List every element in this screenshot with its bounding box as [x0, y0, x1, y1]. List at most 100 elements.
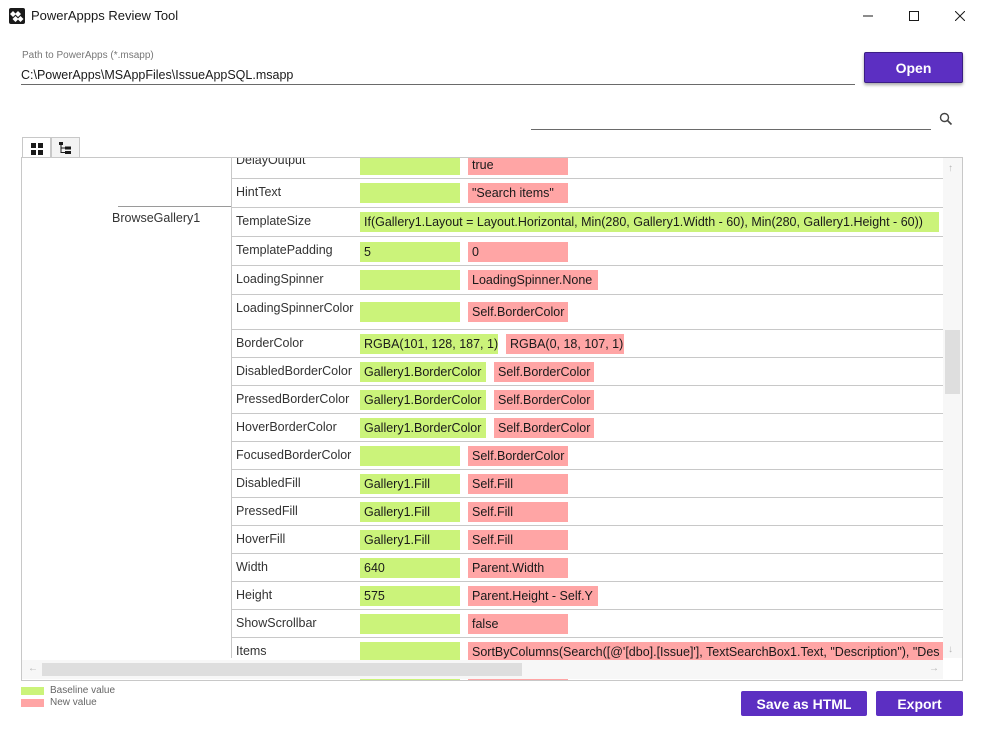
new-value: Parent.Height - Self.Y: [468, 586, 598, 606]
property-name: TemplateSize: [236, 214, 312, 228]
close-button[interactable]: [937, 0, 983, 31]
property-name: HoverBorderColor: [236, 420, 337, 434]
property-name: BorderColor: [236, 336, 304, 350]
baseline-value: 575: [360, 586, 460, 606]
minimize-button[interactable]: [845, 0, 891, 31]
save-as-html-button[interactable]: Save as HTML: [741, 691, 867, 716]
table-row: DisabledFill Gallery1.Fill Self.Fill: [232, 470, 943, 498]
maximize-button[interactable]: [891, 0, 937, 31]
baseline-swatch: [21, 686, 44, 695]
baseline-value: [360, 446, 460, 466]
table-row: HoverBorderColor Gallery1.BorderColor Se…: [232, 414, 943, 442]
search-input[interactable]: [531, 108, 931, 130]
baseline-value: Gallery1.Fill: [360, 502, 460, 522]
horizontal-scroll-thumb[interactable]: [42, 663, 522, 676]
app-logo-icon: [9, 8, 25, 24]
table-row: DisabledBorderColor Gallery1.BorderColor…: [232, 358, 943, 386]
legend-new-label: New value: [50, 697, 97, 708]
tab-grid-view[interactable]: [22, 137, 51, 159]
table-row: FocusedBorderColor Self.BorderColor: [232, 442, 943, 470]
tree-icon: [59, 142, 71, 154]
column-divider: [231, 158, 232, 658]
table-row: TemplatePadding 5 0: [232, 237, 943, 266]
property-name: DelayOutput: [236, 157, 306, 167]
new-value: Parent.Width: [468, 558, 568, 578]
table-row: Width 640 Parent.Width: [232, 554, 943, 582]
property-name: LoadingSpinnerColor: [236, 301, 354, 315]
export-button[interactable]: Export: [876, 691, 963, 716]
new-value: Self.Fill: [468, 474, 568, 494]
table-row: LoadingSpinner LoadingSpinner.None: [232, 266, 943, 295]
table-row: Height 575 Parent.Height - Self.Y: [232, 582, 943, 610]
table-row: DelayOutput true: [232, 157, 943, 179]
new-value: Self.BorderColor: [494, 418, 594, 438]
new-swatch: [21, 698, 44, 707]
new-value: false: [468, 614, 568, 634]
baseline-value: [360, 183, 460, 203]
new-value: Self.BorderColor: [468, 446, 568, 466]
new-value: Self.BorderColor: [494, 390, 594, 410]
baseline-value: [360, 158, 460, 175]
new-value: Self.BorderColor: [494, 362, 594, 382]
baseline-value: Gallery1.BorderColor: [360, 418, 486, 438]
table-row: TemplateSize If(Gallery1.Layout = Layout…: [232, 208, 943, 237]
new-value: LoadingSpinner.None: [468, 270, 598, 290]
baseline-value: [360, 614, 460, 634]
property-name: DisabledBorderColor: [236, 364, 353, 378]
maximize-icon: [909, 10, 919, 21]
scroll-up-icon[interactable]: ↑: [948, 163, 953, 174]
property-name: PressedFill: [236, 504, 298, 518]
new-value: "Search items": [468, 183, 568, 203]
baseline-value: Gallery1.Fill: [360, 474, 460, 494]
open-button[interactable]: Open: [864, 52, 963, 83]
baseline-value: [360, 642, 460, 662]
path-label: Path to PowerApps (*.msapp): [22, 50, 154, 61]
property-name: Items: [236, 644, 267, 658]
property-name: LoadingSpinner: [236, 272, 324, 286]
new-value: SortByColumns(Search([@'[dbo].[Issue]'],…: [468, 642, 943, 662]
vertical-scroll-thumb[interactable]: [945, 330, 960, 394]
table-row: Items SortByColumns(Search([@'[dbo].[Iss…: [232, 638, 943, 666]
new-value: Self.BorderColor: [468, 302, 568, 322]
new-value: Self.Fill: [468, 502, 568, 522]
table-row: BorderColor RGBA(101, 128, 187, 1) RGBA(…: [232, 330, 943, 358]
minimize-icon: [863, 15, 873, 16]
new-value: true: [468, 158, 568, 175]
baseline-value: [360, 270, 460, 290]
path-input[interactable]: [21, 63, 855, 85]
scroll-down-icon[interactable]: ↓: [948, 644, 953, 655]
baseline-value: If(Gallery1.Layout = Layout.Horizontal, …: [360, 212, 939, 232]
property-name: ShowScrollbar: [236, 616, 317, 630]
property-name: FocusedBorderColor: [236, 448, 352, 462]
scroll-left-icon[interactable]: ←: [28, 663, 38, 674]
baseline-value: RGBA(101, 128, 187, 1): [360, 334, 498, 354]
new-value: Self.Fill: [468, 530, 568, 550]
new-value: RGBA(0, 18, 107, 1): [506, 334, 624, 354]
table-row: PressedBorderColor Gallery1.BorderColor …: [232, 386, 943, 414]
baseline-value: 5: [360, 242, 460, 262]
property-name: DisabledFill: [236, 476, 301, 490]
scroll-right-icon[interactable]: →: [929, 663, 939, 674]
legend-new: New value: [21, 697, 97, 708]
baseline-value: Gallery1.Fill: [360, 530, 460, 550]
window-title: PowerAppps Review Tool: [31, 8, 179, 23]
legend-baseline: Baseline value: [21, 685, 115, 696]
table-row: ShowScrollbar false: [232, 610, 943, 638]
baseline-value: Gallery1.BorderColor: [360, 362, 486, 382]
property-name: PressedBorderColor: [236, 392, 350, 406]
baseline-value: Gallery1.BorderColor: [360, 390, 486, 410]
horizontal-scrollbar[interactable]: ← →: [22, 660, 943, 679]
tab-tree-view[interactable]: [51, 137, 80, 158]
grid-icon: [30, 142, 43, 155]
search-icon[interactable]: [939, 112, 953, 126]
new-value: 0: [468, 242, 568, 262]
baseline-value: [360, 302, 460, 322]
baseline-value: 640: [360, 558, 460, 578]
table-row: LoadingSpinnerColor Self.BorderColor: [232, 295, 943, 330]
vertical-scrollbar[interactable]: ↑ ↓: [943, 158, 962, 658]
property-name: HoverFill: [236, 532, 286, 546]
title-bar: PowerAppps Review Tool: [0, 0, 984, 31]
table-row: HintText "Search items": [232, 179, 943, 208]
table-row: PressedFill Gallery1.Fill Self.Fill: [232, 498, 943, 526]
comparison-panel: BrowseGallery1 DelayOutput true HintText…: [21, 157, 963, 681]
